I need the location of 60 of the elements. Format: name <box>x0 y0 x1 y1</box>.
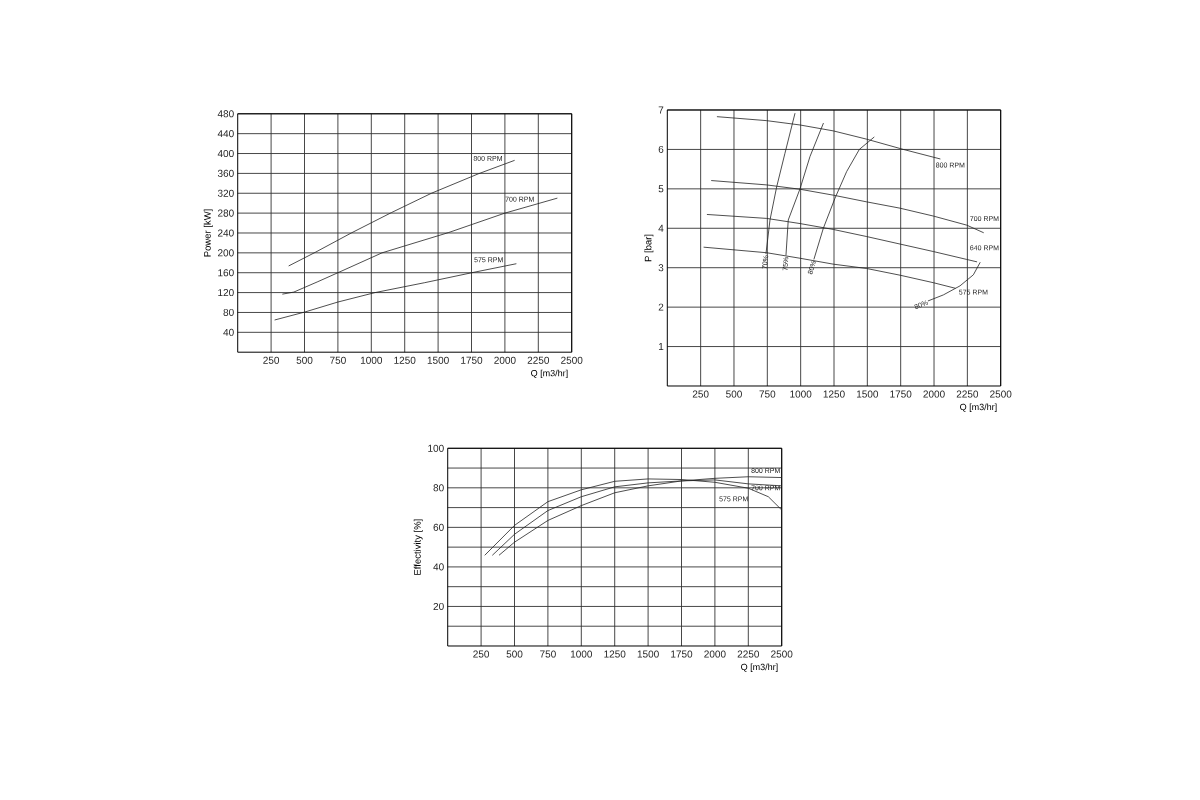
x-tick-label: 250 <box>692 390 709 398</box>
y-tick-label: 480 <box>217 110 234 118</box>
y-tick-label: 120 <box>218 289 234 297</box>
y-tick-label: 80 <box>433 484 444 492</box>
x-tick-label: 1500 <box>637 650 659 658</box>
y-tick-label: 7 <box>658 106 664 114</box>
y-tick-label: 160 <box>218 269 234 277</box>
y-tick-label: 2 <box>658 303 664 311</box>
x-tick-label: 2500 <box>771 650 793 658</box>
x-tick-label: 750 <box>330 356 346 364</box>
y-tick-label: 40 <box>433 563 444 571</box>
x-tick-label: 2250 <box>737 650 760 658</box>
x-tick-label: 1750 <box>890 390 912 398</box>
x-tick-label: 1750 <box>671 650 693 658</box>
x-tick-label: 2000 <box>494 356 516 364</box>
x-tick-label: 1000 <box>360 356 383 364</box>
y-axis-title: Power [kW] <box>203 209 213 257</box>
x-tick-label: 500 <box>506 650 523 658</box>
x-tick-label: 1250 <box>823 390 845 398</box>
x-tick-label: 500 <box>726 390 742 398</box>
y-tick-label: 280 <box>217 209 234 217</box>
x-tick-label: 1250 <box>394 356 416 364</box>
x-axis-title: Q [m3/hr] <box>960 403 997 412</box>
x-tick-label: 1500 <box>856 390 879 398</box>
x-tick-label: 250 <box>473 650 490 658</box>
x-tick-label: 500 <box>296 356 313 364</box>
y-tick-label: 200 <box>217 249 234 257</box>
x-tick-label: 2250 <box>956 390 979 398</box>
x-tick-label: 2500 <box>561 356 583 364</box>
x-axis-title: Q [m3/hr] <box>741 663 778 672</box>
y-tick-label: 60 <box>433 523 444 531</box>
x-tick-label: 1000 <box>570 650 593 658</box>
y-tick-label: 100 <box>428 444 444 452</box>
x-tick-label: 1500 <box>427 356 449 364</box>
x-tick-label: 2500 <box>990 390 1012 398</box>
x-tick-label: 250 <box>263 356 280 364</box>
x-tick-label: 750 <box>759 390 776 398</box>
x-tick-label: 1250 <box>604 650 626 658</box>
y-axis-title: Effectivity [%] <box>413 519 423 575</box>
x-tick-label: 1000 <box>790 390 812 398</box>
y-tick-label: 20 <box>433 602 444 610</box>
x-tick-label: 1750 <box>461 356 483 364</box>
x-tick-label: 2000 <box>923 390 945 398</box>
y-axis-title: P [bar] <box>644 234 654 262</box>
y-tick-label: 5 <box>658 185 664 193</box>
x-tick-label: 750 <box>540 650 556 658</box>
x-tick-label: 2000 <box>704 650 726 658</box>
y-tick-label: 400 <box>217 149 234 158</box>
y-tick-label: 1 <box>658 343 664 350</box>
y-tick-label: 6 <box>658 145 664 153</box>
y-tick-label: 240 <box>217 229 234 237</box>
y-tick-label: 320 <box>217 189 234 197</box>
y-tick-label: 80 <box>223 308 234 316</box>
x-axis-title: Q [m3/hr] <box>531 369 568 379</box>
y-tick-label: 40 <box>223 328 234 336</box>
y-tick-label: 3 <box>658 264 664 272</box>
y-tick-label: 440 <box>217 130 234 138</box>
y-tick-label: 360 <box>217 169 234 177</box>
y-tick-label: 4 <box>658 224 664 232</box>
x-tick-label: 2250 <box>527 356 550 364</box>
